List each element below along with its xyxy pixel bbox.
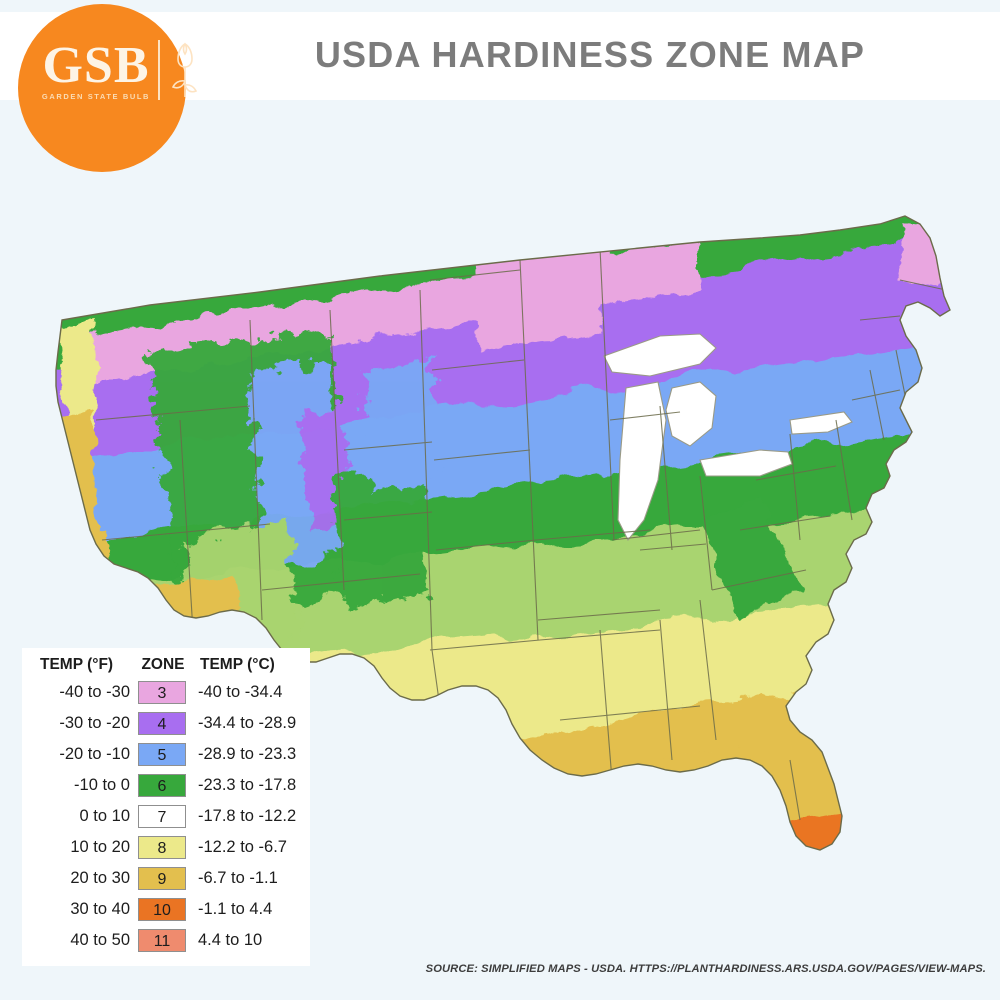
legend-row: -30 to -20 4 -34.4 to -28.9	[32, 708, 300, 739]
legend-temp-f: -30 to -20	[59, 714, 130, 732]
legend-temp-f: 20 to 30	[70, 869, 130, 887]
legend-header-row: TEMP (°F) ZONE TEMP (°C)	[32, 656, 300, 677]
legend-temp-c: -28.9 to -23.3	[198, 745, 297, 763]
legend-temp-f: -40 to -30	[59, 683, 130, 701]
lake-superior	[603, 333, 717, 377]
legend-row: 10 to 20 8 -12.2 to -6.7	[32, 832, 300, 863]
legend-temp-f: 30 to 40	[70, 900, 130, 918]
legend-header-zone: ZONE	[141, 656, 185, 673]
legend-temp-c: -6.7 to -1.1	[198, 869, 278, 887]
legend-zone-cell: 5	[138, 743, 188, 766]
legend-temp-c: -23.3 to -17.8	[198, 776, 297, 794]
tulip-icon	[171, 42, 198, 97]
zone-legend: TEMP (°F) ZONE TEMP (°C) -40 to -30 3 -40 …	[22, 648, 310, 966]
legend-zone-cell: 11	[138, 929, 188, 952]
gsb-logo: GSB GARDEN STATE BULB	[18, 4, 198, 172]
legend-header-celsius: TEMP (°C)	[200, 656, 275, 673]
logo-monogram: GSB	[42, 37, 150, 94]
legend-temp-f: -10 to 0	[74, 776, 130, 794]
source-attribution: SOURCE: SIMPLIFIED MAPS - USDA. HTTPS://…	[425, 963, 986, 975]
legend-zone-cell: 7	[138, 805, 188, 828]
lake-michigan	[617, 381, 667, 542]
logo-divider	[158, 40, 160, 100]
legend-row: 20 to 30 9 -6.7 to -1.1	[32, 863, 300, 894]
legend-row: 40 to 50 11 4.4 to 10	[32, 925, 300, 956]
logo-tagline: GARDEN STATE BULB	[41, 92, 151, 101]
legend-temp-c: 4.4 to 10	[198, 931, 263, 949]
legend-zone-cell: 3	[138, 681, 188, 704]
state-borders	[95, 247, 947, 821]
page-title: USDA HARDINESS ZONE MAP	[314, 34, 866, 75]
legend-zone-cell: 8	[138, 836, 188, 859]
legend-zone-cell: 6	[138, 774, 188, 797]
zone-swatch-11: 11	[138, 929, 186, 952]
legend-temp-c: -1.1 to 4.4	[198, 900, 273, 918]
legend-row: -20 to -10 5 -28.9 to -23.3	[32, 739, 300, 770]
legend-temp-f: -20 to -10	[59, 745, 130, 763]
zone-swatch-5: 5	[138, 743, 186, 766]
legend-row-list: -40 to -30 3 -40 to -34.4 -30 to -20 4 -34.4 …	[32, 677, 300, 956]
legend-temp-f: 40 to 50	[70, 931, 130, 949]
zone-swatch-9: 9	[138, 867, 186, 890]
legend-temp-c: -34.4 to -28.9	[198, 714, 297, 732]
legend-zone-cell: 4	[138, 712, 188, 735]
zone-3-minnesota	[470, 238, 610, 350]
lake-ontario	[789, 411, 853, 435]
zone-swatch-10: 10	[138, 898, 186, 921]
legend-temp-c: -40 to -34.4	[198, 683, 283, 701]
legend-row: 0 to 10 7 -17.8 to -12.2	[32, 801, 300, 832]
zone-swatch-4: 4	[138, 712, 186, 735]
great-lakes	[603, 333, 853, 542]
zone-swatch-7: 7	[138, 805, 186, 828]
appalachian-zone6	[700, 500, 800, 620]
legend-temp-c: -12.2 to -6.7	[198, 838, 287, 856]
legend-zone-cell: 9	[138, 867, 188, 890]
legend-zone-cell: 10	[138, 898, 188, 921]
lake-erie	[699, 449, 793, 477]
legend-temp-f: 0 to 10	[79, 807, 130, 825]
zone-swatch-3: 3	[138, 681, 186, 704]
western-mountain-texture	[150, 330, 440, 660]
zone-swatch-8: 8	[138, 836, 186, 859]
lake-huron	[665, 381, 717, 447]
zone-swatch-6: 6	[138, 774, 186, 797]
legend-row: 30 to 40 10 -1.1 to 4.4	[32, 894, 300, 925]
legend-temp-f: 10 to 20	[70, 838, 130, 856]
legend-temp-c: -17.8 to -12.2	[198, 807, 297, 825]
legend-header-fahrenheit: TEMP (°F)	[40, 656, 114, 673]
legend-row: -10 to 0 6 -23.3 to -17.8	[32, 770, 300, 801]
legend-row: -40 to -30 3 -40 to -34.4	[32, 677, 300, 708]
